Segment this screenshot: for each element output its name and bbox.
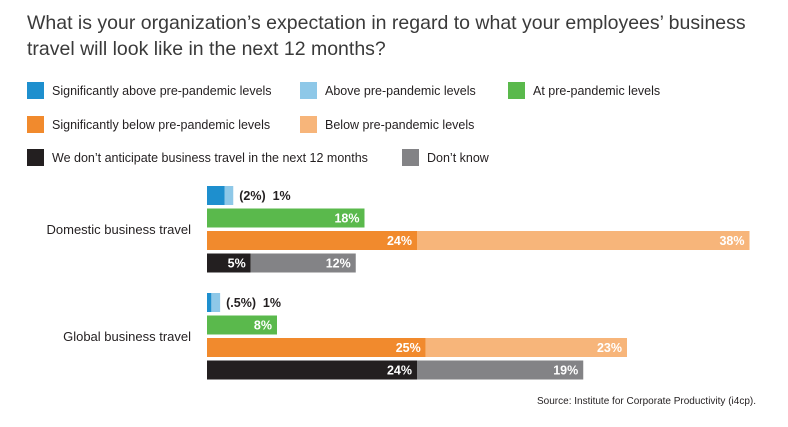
legend-swatch: [508, 82, 525, 99]
bar-outside-label: (.5%) 1%: [226, 296, 281, 310]
bar-dont-know: [417, 360, 584, 380]
source-note: Source: Institute for Corporate Producti…: [537, 396, 756, 407]
bar-value-label: 19%: [553, 364, 578, 378]
bar-above: [211, 293, 221, 312]
bar-below: [425, 338, 627, 357]
legend-label: Above pre-pandemic levels: [325, 83, 476, 98]
bar-sig-above: [207, 293, 212, 312]
bar-sig-below: [207, 338, 426, 357]
bar-value-label: 18%: [334, 212, 359, 226]
bar-above: [224, 186, 234, 205]
legend-swatch: [27, 82, 44, 99]
bar-value-label: 24%: [387, 364, 412, 378]
bar-no-travel: [207, 253, 251, 273]
legend-label: At pre-pandemic levels: [533, 83, 661, 98]
category-label: Global business travel: [63, 329, 191, 344]
legend-item-above: Above pre-pandemic levels: [300, 82, 476, 99]
legend-item-below: Below pre-pandemic levels: [300, 116, 474, 133]
bar-at: [207, 208, 365, 228]
legend-label: Below pre-pandemic levels: [325, 117, 475, 132]
bar-value-label: 38%: [719, 234, 744, 248]
legend-swatch: [300, 116, 317, 133]
legend-item-at: At pre-pandemic levels: [508, 82, 660, 99]
legend-swatch: [300, 82, 317, 99]
legend-swatch: [402, 149, 419, 166]
bar-below: [417, 231, 750, 250]
legend-label: Don’t know: [427, 150, 489, 165]
legend-label: We don’t anticipate business travel in t…: [52, 150, 368, 165]
bar-sig-below: [207, 231, 417, 250]
bar-value-label: 8%: [254, 319, 272, 333]
legend-item-dont-know: Don’t know: [402, 149, 489, 166]
bar-at: [207, 315, 277, 335]
bar-value-label: 25%: [396, 341, 421, 355]
legend-item-sig-below: Significantly below pre-pandemic levels: [27, 116, 270, 133]
category-label: Domestic business travel: [47, 222, 192, 237]
bar-value-label: 24%: [387, 234, 412, 248]
legend-label: Significantly below pre-pandemic levels: [52, 117, 271, 132]
bar-sig-above: [207, 186, 225, 205]
bar-value-label: 5%: [228, 257, 246, 271]
bar-no-travel: [207, 360, 417, 380]
legend-label: Significantly above pre-pandemic levels: [52, 83, 272, 98]
chart-title: What is your organization’s expectation …: [27, 12, 746, 60]
bar-value-label: 12%: [326, 257, 351, 271]
bar-outside-label: (2%) 1%: [239, 189, 290, 203]
legend-item-sig-above: Significantly above pre-pandemic levels: [27, 82, 272, 99]
legend-swatch: [27, 116, 44, 133]
bar-dont-know: [250, 253, 356, 273]
legend-swatch: [27, 149, 44, 166]
legend-item-no-travel: We don’t anticipate business travel in t…: [27, 149, 368, 166]
bar-value-label: 23%: [597, 341, 622, 355]
